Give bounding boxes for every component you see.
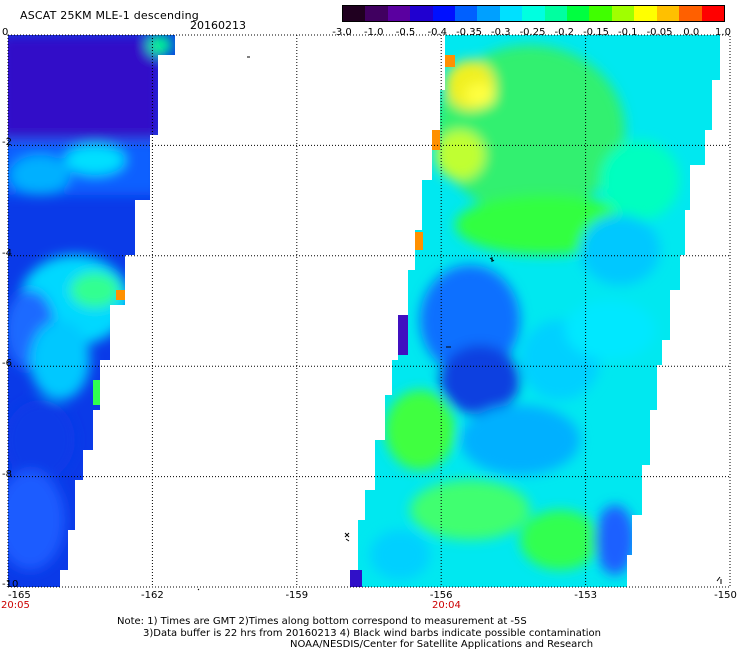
colorbar-swatch: [634, 6, 657, 21]
colorbar-swatch: [387, 6, 411, 21]
colorbar-label: -0.2: [554, 27, 575, 38]
colorbar-label: 0.0: [683, 27, 700, 38]
colorbar-swatch: [611, 6, 635, 21]
colorbar-label: -0.15: [583, 27, 609, 38]
colorbar-label: -1.0: [363, 27, 384, 38]
y-tick-label: -2: [2, 137, 12, 149]
footer-credit: NOAA/NESDIS/Center for Satellite Applica…: [290, 639, 594, 650]
colorbar-swatch: [701, 6, 724, 21]
colorbar-label: -0.1: [617, 27, 638, 38]
colorbar-swatch: [365, 6, 388, 21]
colorbar-swatch: [679, 6, 702, 21]
time-label-left: 20:05: [1, 600, 30, 611]
x-tick-label: -159: [285, 590, 309, 601]
swath-left: [8, 35, 175, 587]
colorbar-swatch: [522, 6, 545, 21]
colorbar-swatch: [499, 6, 523, 21]
footer-note-1: Note: 1) Times are GMT 2)Times along bot…: [117, 616, 527, 627]
y-tick-label: -4: [2, 247, 12, 259]
colorbar-label: -0.25: [519, 27, 546, 38]
colorbar-label: -0.35: [456, 27, 482, 38]
colorbar-label: 1.0: [715, 27, 731, 38]
map-date: 20160213: [190, 19, 246, 32]
colorbar-swatch: [455, 6, 478, 21]
colorbar-swatch: [343, 6, 366, 21]
map-title: ASCAT 25KM MLE-1 descending: [20, 9, 199, 22]
colorbar-swatch: [410, 6, 433, 21]
time-label-right: 20:04: [432, 600, 461, 611]
y-tick-label: 0: [2, 27, 9, 38]
colorbar-label: -0.4: [427, 27, 448, 38]
colorbar-label: -3.0: [332, 27, 352, 38]
colorbar-swatch: [432, 6, 456, 21]
x-tick-label: -162: [141, 590, 164, 601]
x-tick-label: -165: [8, 590, 31, 601]
x-tick-label: -150: [714, 590, 737, 601]
colorbar-swatch: [567, 6, 590, 21]
colorbar: [342, 5, 725, 22]
colorbar-label: -0.3: [490, 27, 511, 38]
colorbar-swatch: [589, 6, 612, 21]
x-tick-label: -156: [429, 590, 453, 601]
x-tick-label: -153: [574, 590, 597, 601]
lat-lon-grid: [8, 35, 730, 587]
colorbar-swatch: [544, 6, 568, 21]
swath-right: [350, 35, 720, 587]
y-tick-label: -8: [2, 468, 12, 480]
colorbar-label: -0.5: [395, 27, 416, 38]
y-tick-label: -6: [2, 358, 12, 370]
colorbar-swatch: [477, 6, 500, 21]
wind-barbs: [197, 56, 722, 591]
map-frame: [7, 34, 731, 588]
colorbar-swatch: [656, 6, 680, 21]
footer-note-2: 3)Data buffer is 22 hrs from 20160213 4)…: [143, 628, 601, 639]
colorbar-label: -0.05: [646, 27, 673, 38]
y-tick-label: -10: [2, 579, 19, 590]
